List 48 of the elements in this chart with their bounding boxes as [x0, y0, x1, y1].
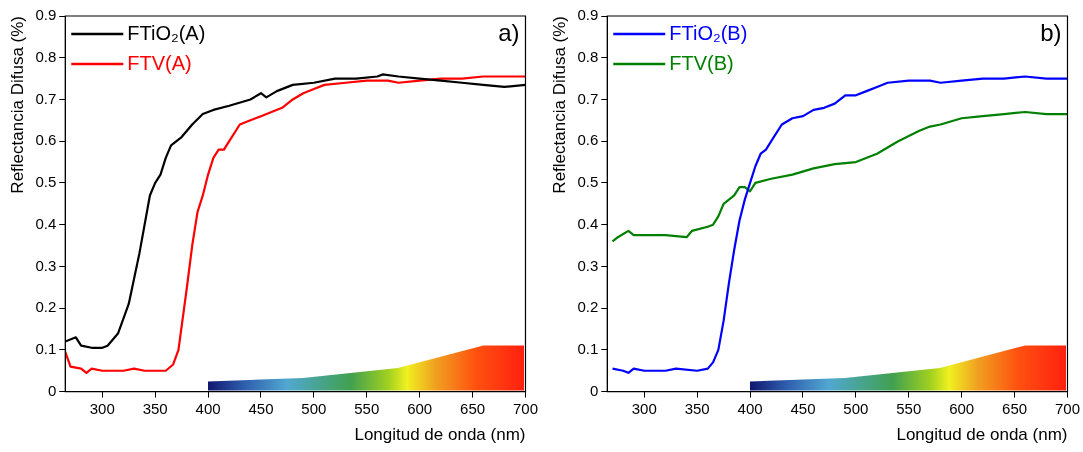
- y-tick-label: 0.9: [35, 6, 57, 24]
- x-tick-label: 400: [195, 399, 221, 417]
- y-tick-label: 0.3: [577, 256, 599, 274]
- x-tick-label: 300: [631, 399, 657, 417]
- legend-label: FTV(B): [669, 51, 734, 74]
- x-tick-label: 400: [737, 399, 763, 417]
- x-tick-label: 350: [684, 399, 710, 417]
- y-tick-label: 0.3: [35, 256, 57, 274]
- x-tick-label: 550: [896, 399, 922, 417]
- x-axis-title: Longitud de onda (nm): [896, 425, 1068, 445]
- x-tick-label: 450: [248, 399, 274, 417]
- x-tick-label: 350: [142, 399, 168, 417]
- y-tick-label: 0.9: [577, 6, 599, 24]
- y-tick-label: 0.6: [577, 131, 599, 149]
- y-tick-label: 0.4: [577, 214, 599, 232]
- y-tick-label: 0.1: [35, 340, 57, 358]
- y-tick-label: 0.7: [35, 89, 57, 107]
- x-axis-title: Longitud de onda (nm): [354, 425, 526, 445]
- y-tick-label: 0.2: [35, 298, 57, 316]
- x-tick-label: 300: [89, 399, 115, 417]
- x-tick-label: 600: [407, 399, 433, 417]
- annotation: b): [1040, 18, 1062, 46]
- y-tick-label: 0.7: [577, 89, 599, 107]
- y-tick-label: 0: [589, 381, 599, 399]
- y-tick-label: 0.4: [35, 214, 57, 232]
- x-tick-label: 600: [949, 399, 975, 417]
- y-axis-title: Reflectancia Difusa (%): [7, 16, 27, 194]
- x-tick-label: 500: [301, 399, 327, 417]
- y-tick-label: 0.5: [577, 173, 599, 191]
- y-tick-label: 0: [47, 381, 57, 399]
- y-tick-label: 0.8: [35, 47, 57, 65]
- legend-label: FTiO₂(A): [127, 21, 206, 44]
- x-tick-label: 450: [790, 399, 816, 417]
- x-tick-label: 500: [843, 399, 869, 417]
- x-tick-label: 650: [1002, 399, 1028, 417]
- y-axis-title: Reflectancia Difusa (%): [549, 16, 569, 194]
- x-tick-label: 700: [512, 399, 538, 417]
- annotation: a): [498, 18, 520, 46]
- x-tick-label: 550: [354, 399, 380, 417]
- y-tick-label: 0.8: [577, 47, 599, 65]
- legend-label: FTV(A): [127, 51, 192, 74]
- y-tick-label: 0.1: [577, 340, 599, 358]
- y-tick-label: 0.6: [35, 131, 57, 149]
- x-tick-label: 650: [460, 399, 486, 417]
- x-tick-label: 700: [1054, 399, 1080, 417]
- legend-label: FTiO₂(B): [669, 21, 748, 44]
- y-tick-label: 0.2: [577, 298, 599, 316]
- y-tick-label: 0.5: [35, 173, 57, 191]
